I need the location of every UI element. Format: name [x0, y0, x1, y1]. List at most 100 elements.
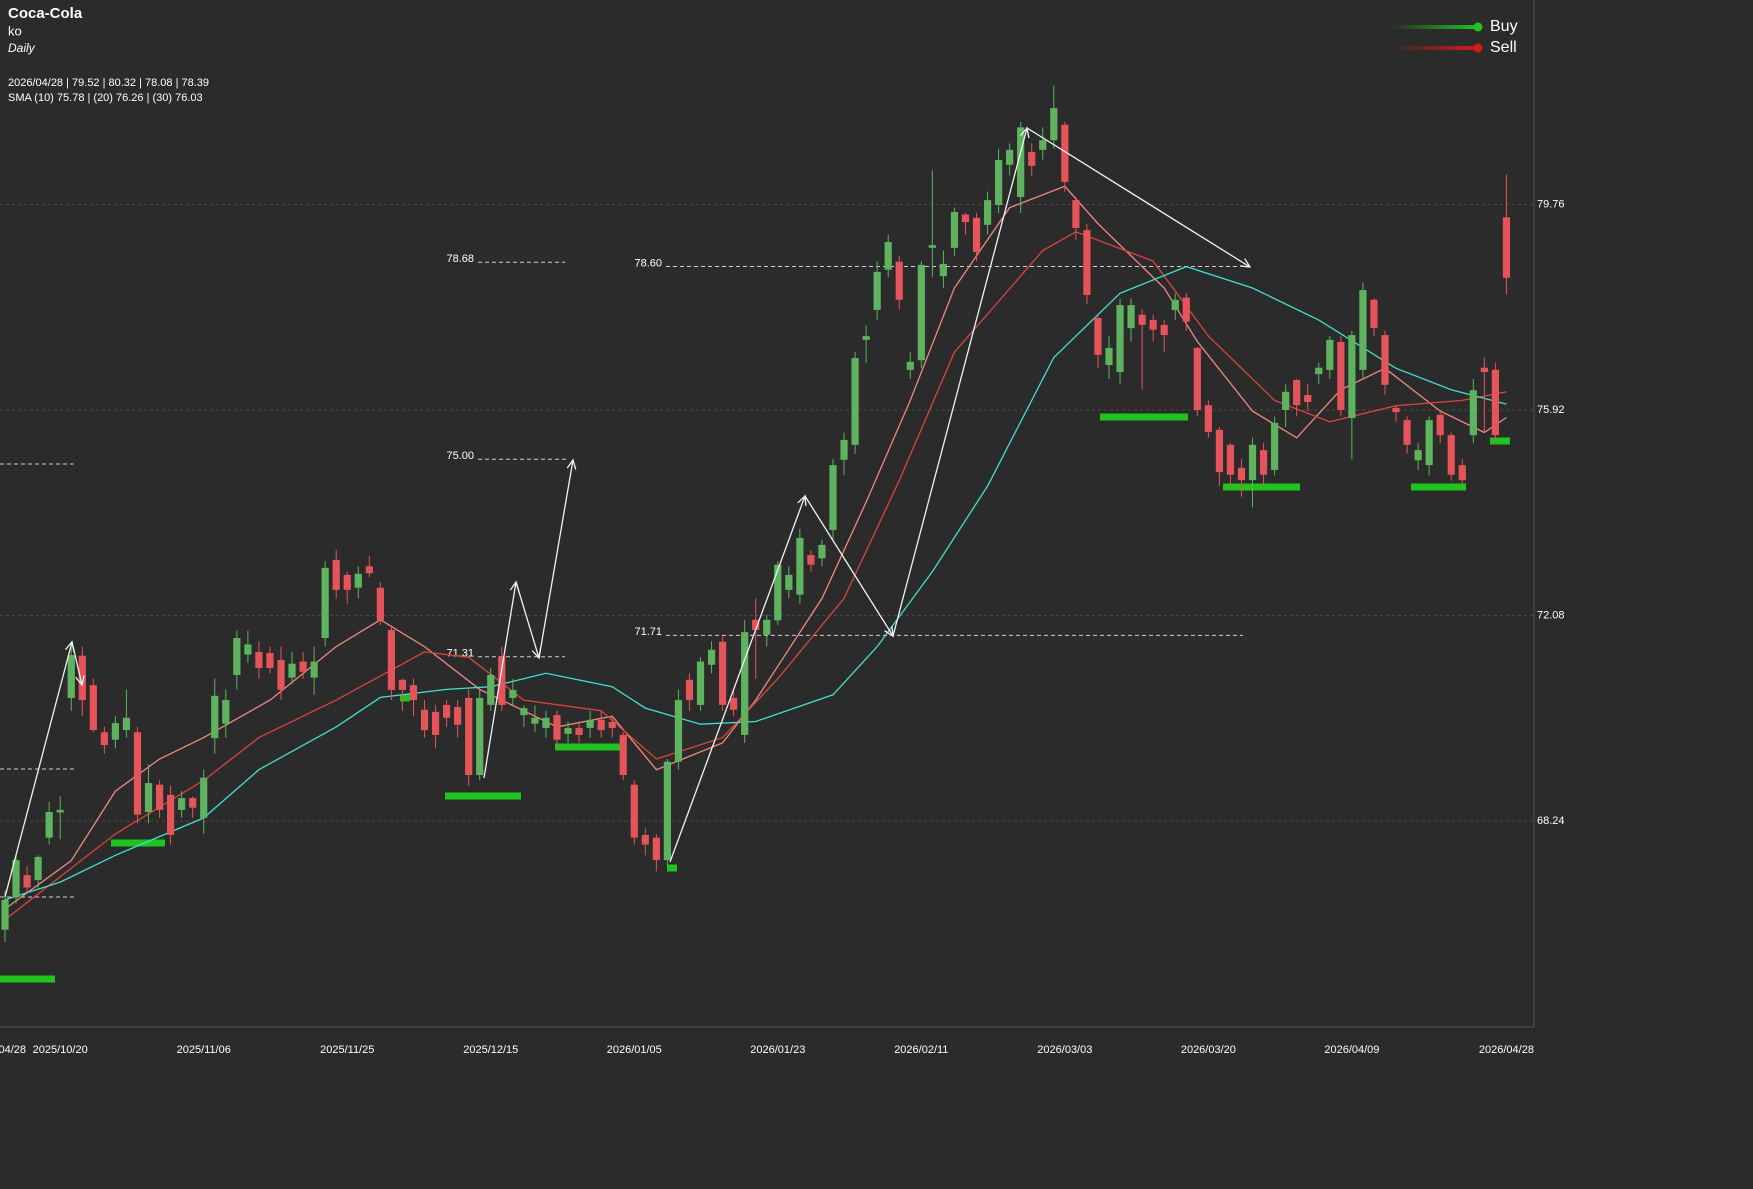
candle-body: [78, 655, 86, 701]
candle-body: [1127, 305, 1135, 329]
candle-body: [840, 439, 848, 460]
candle-body: [1193, 347, 1201, 410]
candle-body: [1315, 367, 1323, 375]
candle-body: [597, 719, 605, 731]
candle-body: [1050, 108, 1058, 141]
candle-body: [498, 656, 506, 705]
candle-body: [310, 661, 318, 678]
candle-body: [652, 837, 660, 861]
candle-body: [1480, 367, 1488, 372]
candle-body: [730, 697, 738, 710]
candle-body: [167, 794, 175, 835]
candle-body: [1458, 465, 1466, 481]
candle-body: [807, 555, 815, 565]
candle-body: [12, 860, 20, 898]
candle-body: [1304, 395, 1312, 402]
candle-body: [45, 811, 53, 838]
candle-body: [1248, 444, 1257, 481]
x-tick-label: 04/28: [0, 1044, 26, 1056]
candle-body: [1039, 140, 1047, 150]
candle-body: [1116, 305, 1124, 372]
arrow-head: [509, 580, 520, 592]
x-tick-label: 2026/04/28: [1479, 1044, 1534, 1056]
candle-body: [553, 715, 561, 740]
candle-body: [1061, 124, 1069, 182]
plot: 68.24 72.08 75.92 79.76 04/28 2025/10/20 2025/…: [0, 18, 1565, 1056]
x-tick-label: 2026/03/03: [1037, 1044, 1092, 1056]
candle-body: [1094, 317, 1102, 355]
candle-body: [939, 263, 947, 277]
candle-body: [443, 704, 451, 718]
candle-body: [983, 200, 992, 225]
candle-body: [1469, 390, 1477, 436]
legend-dot: [1473, 43, 1483, 53]
candle-body: [487, 674, 495, 705]
candle-body: [1259, 450, 1268, 475]
candle-body: [719, 641, 727, 705]
candle-body: [299, 661, 307, 672]
y-tick-label: 72.08: [1537, 609, 1565, 621]
candle-body: [851, 358, 859, 445]
candle-body: [895, 261, 903, 300]
candle-body: [1028, 152, 1036, 166]
arrow-head: [1020, 126, 1030, 138]
candle-body: [619, 734, 627, 776]
legend-label: Sell: [1490, 39, 1517, 56]
candle-body: [1392, 407, 1400, 413]
arrow-head: [884, 625, 894, 638]
candle-body: [520, 708, 528, 716]
candle-body: [1182, 297, 1190, 322]
arrow-head: [75, 675, 85, 687]
ohlc-info: 2026/04/28 | 79.52 | 80.32 | 78.08 | 78.…: [8, 77, 209, 89]
candle-body: [674, 700, 683, 762]
candle-body: [100, 732, 108, 746]
candle-body: [200, 777, 208, 818]
y-tick-label: 79.76: [1537, 198, 1565, 210]
candle-body: [796, 537, 804, 595]
signal-bar: [555, 743, 622, 751]
candle-body: [454, 707, 462, 725]
zigzag-line: [483, 459, 574, 779]
candle-body: [133, 732, 142, 815]
candle-body: [1348, 335, 1356, 419]
candle-body: [222, 700, 230, 724]
candle-body: [56, 809, 64, 813]
legend-label: Buy: [1490, 18, 1518, 35]
candle-body: [575, 727, 583, 735]
candle-body: [641, 834, 649, 845]
signal-bar: [1100, 413, 1188, 421]
candle-body: [685, 679, 694, 701]
candle-body: [354, 573, 362, 588]
candle-body: [376, 587, 384, 621]
x-tick-label: 2026/01/05: [607, 1044, 662, 1056]
candle-body: [785, 574, 793, 590]
x-tick-label: 2025/12/15: [463, 1044, 518, 1056]
candle-body: [1381, 335, 1389, 385]
candle-body: [189, 798, 197, 808]
candle-body: [1204, 405, 1212, 432]
signal-bar: [1411, 483, 1466, 491]
candle-body: [332, 559, 340, 590]
candle-body: [398, 679, 407, 690]
x-tick-label: 2025/11/06: [177, 1044, 231, 1056]
candle-body: [961, 214, 970, 223]
candle-body: [818, 544, 826, 559]
candle-body: [752, 619, 760, 630]
candle-body: [696, 661, 705, 705]
candle-body: [1359, 290, 1367, 370]
candle-body: [972, 217, 981, 253]
candle-body: [89, 685, 97, 731]
candle-body: [1436, 414, 1444, 436]
level-label: 78.60: [634, 257, 662, 269]
candle-body: [707, 649, 716, 665]
candle-body: [586, 719, 594, 728]
candle-body: [1282, 391, 1290, 410]
candle-body: [343, 574, 351, 590]
candle-body: [564, 727, 572, 734]
ticker: ko: [8, 23, 22, 38]
signal-bar: [1490, 437, 1510, 445]
chart-title: Coca-Cola: [8, 5, 83, 22]
legend-dot: [1473, 22, 1483, 32]
